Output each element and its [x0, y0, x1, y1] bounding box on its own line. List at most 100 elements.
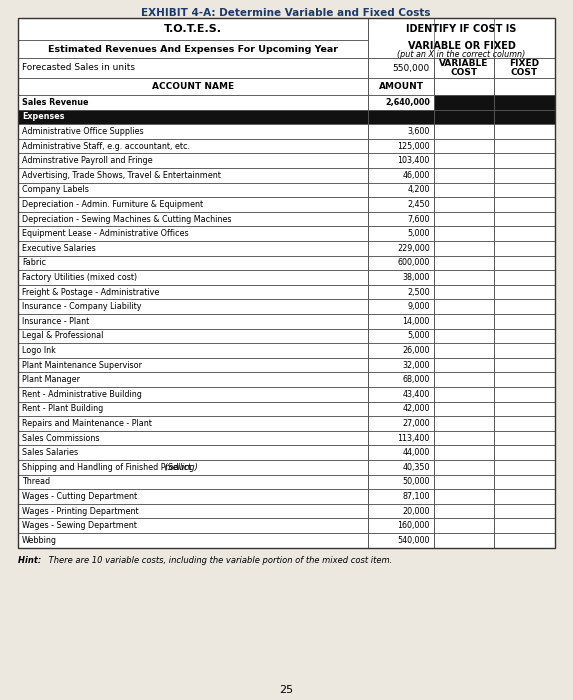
Text: VARIABLE OR FIXED: VARIABLE OR FIXED: [407, 41, 516, 51]
Bar: [18, 343, 368, 358]
Text: 5,000: 5,000: [407, 331, 430, 340]
Bar: [434, 489, 494, 504]
Bar: [18, 226, 368, 241]
Bar: [18, 489, 368, 504]
Bar: [434, 475, 494, 489]
Text: 46,000: 46,000: [403, 171, 430, 180]
Bar: [434, 328, 494, 343]
Bar: [18, 416, 368, 430]
Text: 42,000: 42,000: [402, 405, 430, 414]
Text: Wages - Cutting Department: Wages - Cutting Department: [22, 492, 137, 501]
Bar: [368, 197, 434, 212]
Bar: [18, 40, 368, 58]
Text: 44,000: 44,000: [403, 448, 430, 457]
Bar: [18, 78, 368, 95]
Text: (put an X in the correct column): (put an X in the correct column): [397, 50, 525, 59]
Bar: [434, 153, 494, 168]
Text: Sales Salaries: Sales Salaries: [22, 448, 78, 457]
Bar: [368, 402, 434, 416]
Bar: [434, 445, 494, 460]
Bar: [494, 343, 555, 358]
Text: 550,000: 550,000: [393, 64, 430, 73]
Text: Insurance - Company Liability: Insurance - Company Liability: [22, 302, 142, 312]
Text: Depreciation - Admin. Furniture & Equipment: Depreciation - Admin. Furniture & Equipm…: [22, 200, 203, 209]
Bar: [434, 212, 494, 226]
Text: EXHIBIT 4-A: Determine Variable and Fixed Costs: EXHIBIT 4-A: Determine Variable and Fixe…: [142, 8, 431, 18]
Bar: [494, 153, 555, 168]
Text: Equipment Lease - Administrative Offices: Equipment Lease - Administrative Offices: [22, 229, 189, 238]
Bar: [18, 110, 368, 124]
Text: 68,000: 68,000: [403, 375, 430, 384]
Bar: [368, 241, 434, 256]
Text: 600,000: 600,000: [398, 258, 430, 267]
Text: 4,200: 4,200: [407, 186, 430, 195]
Bar: [494, 402, 555, 416]
Bar: [434, 519, 494, 533]
Text: 160,000: 160,000: [398, 522, 430, 530]
Bar: [368, 343, 434, 358]
Bar: [368, 519, 434, 533]
Text: Factory Utilities (mixed cost): Factory Utilities (mixed cost): [22, 273, 137, 282]
Bar: [494, 285, 555, 300]
Text: Rent - Administrative Building: Rent - Administrative Building: [22, 390, 142, 399]
Bar: [368, 168, 434, 183]
Bar: [368, 153, 434, 168]
Bar: [18, 519, 368, 533]
Bar: [434, 197, 494, 212]
Text: 2,640,000: 2,640,000: [385, 98, 430, 107]
Text: COST: COST: [511, 68, 538, 77]
Bar: [368, 18, 555, 58]
Bar: [494, 416, 555, 430]
Text: COST: COST: [450, 68, 477, 77]
Bar: [368, 270, 434, 285]
Bar: [18, 504, 368, 519]
Bar: [434, 95, 494, 110]
Bar: [494, 183, 555, 197]
Bar: [494, 504, 555, 519]
Bar: [434, 430, 494, 445]
Bar: [368, 460, 434, 475]
Bar: [18, 197, 368, 212]
Bar: [18, 314, 368, 328]
Text: Company Labels: Company Labels: [22, 186, 89, 195]
Bar: [368, 183, 434, 197]
Bar: [368, 314, 434, 328]
Text: IDENTIFY IF COST IS: IDENTIFY IF COST IS: [406, 25, 517, 34]
Bar: [494, 58, 555, 78]
Bar: [368, 372, 434, 387]
Text: 3,600: 3,600: [407, 127, 430, 136]
Text: Plant Maintenance Supervisor: Plant Maintenance Supervisor: [22, 360, 142, 370]
Text: Adminstrative Payroll and Fringe: Adminstrative Payroll and Fringe: [22, 156, 152, 165]
Bar: [368, 256, 434, 270]
Text: Plant Manager: Plant Manager: [22, 375, 80, 384]
Bar: [368, 212, 434, 226]
Bar: [494, 445, 555, 460]
Bar: [18, 139, 368, 153]
Bar: [368, 58, 434, 78]
Bar: [494, 300, 555, 314]
Bar: [494, 124, 555, 139]
Text: 229,000: 229,000: [397, 244, 430, 253]
Bar: [434, 226, 494, 241]
Bar: [368, 285, 434, 300]
Text: 27,000: 27,000: [402, 419, 430, 428]
Bar: [368, 139, 434, 153]
Bar: [18, 475, 368, 489]
Bar: [494, 489, 555, 504]
Bar: [434, 78, 494, 95]
Bar: [434, 533, 494, 547]
Bar: [494, 460, 555, 475]
Text: T.O.T.E.S.: T.O.T.E.S.: [164, 24, 222, 34]
Text: 9,000: 9,000: [407, 302, 430, 312]
Bar: [368, 110, 434, 124]
Text: Shipping and Handling of Finished Product: Shipping and Handling of Finished Produc…: [22, 463, 191, 472]
Bar: [368, 475, 434, 489]
Text: 20,000: 20,000: [402, 507, 430, 516]
Bar: [18, 58, 368, 78]
Text: Forecasted Sales in units: Forecasted Sales in units: [22, 64, 135, 73]
Bar: [434, 168, 494, 183]
Bar: [434, 343, 494, 358]
Bar: [434, 402, 494, 416]
Bar: [18, 95, 368, 110]
Bar: [18, 212, 368, 226]
